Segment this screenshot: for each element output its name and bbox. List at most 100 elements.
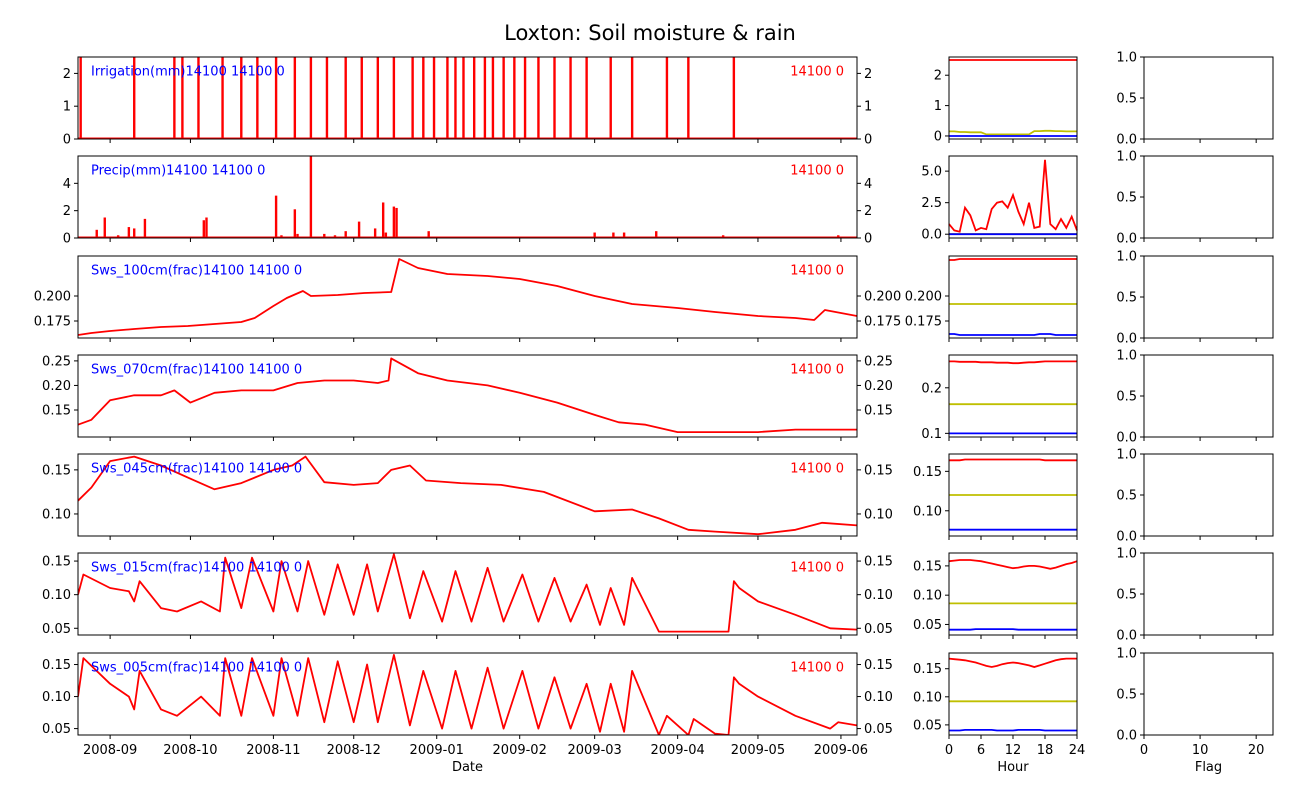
flag-panel: 0.0 0.5 1.0: [1116, 51, 1274, 148]
x-axis-label: Date: [452, 760, 483, 775]
y-tick-label: 0.15: [42, 658, 71, 673]
y-tick-label: 2: [63, 67, 71, 82]
diurnal-min-line: [949, 628, 1077, 631]
y-tick-label: 0.05: [913, 718, 942, 733]
y-tick-label-right: 2: [864, 204, 872, 219]
y-tick-label: 0.5: [1116, 390, 1137, 405]
x-tick-label: 2008-11: [246, 743, 300, 758]
y-tick-label-right: 0.10: [864, 690, 893, 705]
y-tick-label: 0.5: [1116, 92, 1137, 107]
y-tick-label: 5.0: [921, 165, 942, 180]
panel-right-label: 14100 0: [790, 661, 844, 676]
diurnal-panel: 0.0 2.5 5.0: [921, 155, 1078, 243]
timeseries-panel: 0.10 0.10 0.15 0.15 Sws_045cm(frac)14100 141…: [42, 453, 893, 540]
y-tick-label: 0.20: [42, 379, 71, 394]
x-tick-label: 10: [1192, 743, 1209, 758]
timeseries-panel: 2008-09 2008-10 2008-11 2008-12 2009-01 2009-…: [42, 652, 893, 758]
series-group: [78, 258, 857, 336]
y-tick-label-right: 0.15: [864, 463, 893, 478]
data-line: [78, 455, 857, 536]
y-tick-label-right: 0: [864, 232, 872, 247]
series-group: [78, 455, 857, 536]
y-tick-label: 1.0: [1116, 349, 1137, 364]
diurnal-min-line: [949, 729, 1077, 732]
y-tick-label: 0.15: [42, 463, 71, 478]
y-tick-label-right: 0.15: [864, 658, 893, 673]
diurnal-panel: 0.175 0.200: [905, 255, 1078, 342]
y-tick-label: 0.05: [42, 722, 71, 737]
y-tick-label-right: 4: [864, 177, 872, 192]
figure-title: Loxton: Soil moisture & rain: [504, 21, 796, 45]
axes-frame: [77, 155, 858, 239]
panel-label: Sws_015cm(frac)14100 14100 0: [91, 561, 302, 576]
flag-panel: 0.0 0.5 1.0: [1116, 547, 1274, 644]
data-line: [78, 258, 857, 336]
y-tick-label: 0.10: [913, 690, 942, 705]
axes-frame: [77, 255, 858, 339]
timeseries-panel: 0.175 0.175 0.200 0.200 Sws_100cm(frac)14100…: [34, 255, 901, 342]
axes-frame: [1143, 552, 1274, 636]
axes-frame: [77, 56, 858, 140]
y-tick-label: 1.0: [1116, 547, 1137, 562]
axes-frame: [77, 453, 858, 537]
axes-frame: [1143, 453, 1274, 537]
axes-frame: [1143, 255, 1274, 339]
y-tick-label: 0.15: [913, 662, 942, 677]
flag-panel: 0.0 0.5 1.0: [1116, 349, 1274, 446]
diurnal-max-line: [949, 258, 1077, 261]
x-tick-label: 2009-04: [650, 743, 704, 758]
y-tick-label: 0.0: [1116, 530, 1137, 545]
data-line: [78, 553, 857, 633]
axes-frame: [1143, 155, 1274, 239]
panel-label: Sws_100cm(frac)14100 14100 0: [91, 264, 302, 279]
y-tick-label: 0.10: [42, 690, 71, 705]
diurnal-max-line: [949, 360, 1077, 365]
axes-frame: [948, 56, 1078, 140]
data-line: [78, 357, 857, 434]
y-tick-label: 0.15: [42, 403, 71, 418]
x-tick-label: 24: [1069, 743, 1086, 758]
diurnal-panel: 0.10 0.15: [913, 453, 1078, 540]
x-tick-label: 6: [977, 743, 985, 758]
diurnal-mean-line: [949, 129, 1077, 136]
axes-frame: [1143, 652, 1274, 736]
y-tick-label: 0: [934, 129, 942, 144]
y-tick-label: 0.5: [1116, 291, 1137, 306]
flag-panel: 0 10 20 0.0 0.5 1.0: [1116, 647, 1274, 758]
y-tick-label-right: 0.25: [864, 354, 893, 369]
y-tick-label: 1.0: [1116, 51, 1137, 66]
diurnal-max-line: [948, 657, 1077, 668]
y-tick-label: 0.5: [1116, 688, 1137, 703]
panel-right-label: 14100 0: [790, 264, 844, 279]
y-tick-label: 0: [63, 232, 71, 247]
series-group: [78, 357, 857, 434]
y-tick-label: 1.0: [1116, 448, 1137, 463]
y-tick-label: 0.0: [1116, 629, 1137, 644]
y-tick-label: 0.15: [913, 465, 942, 480]
x-tick-label: 2008-10: [163, 743, 217, 758]
x-tick-label: 2009-02: [493, 743, 547, 758]
axes-frame: [77, 652, 858, 736]
y-tick-label: 0.0: [1116, 332, 1137, 347]
x-axis-label: Flag: [1195, 760, 1222, 775]
y-tick-label: 0.5: [1116, 191, 1137, 206]
y-tick-label: 0.0: [1116, 133, 1137, 148]
panel-label: Sws_070cm(frac)14100 14100 0: [91, 363, 302, 378]
axes-frame: [1143, 56, 1274, 140]
flag-panel: 0.0 0.5 1.0: [1116, 250, 1274, 347]
y-tick-label: 0.10: [913, 589, 942, 604]
x-axis-label: Hour: [997, 760, 1029, 775]
axes-frame: [77, 354, 858, 438]
y-tick-label-right: 0.10: [864, 507, 893, 522]
x-tick-label: 0: [945, 743, 953, 758]
diurnal-panel: 0 1 2: [934, 56, 1078, 144]
y-tick-label: 0.15: [913, 559, 942, 574]
y-tick-label: 1.0: [1116, 647, 1137, 662]
diurnal-max-line: [949, 458, 1077, 462]
y-tick-label-right: 0: [864, 133, 872, 148]
y-tick-label: 1: [934, 99, 942, 114]
diurnal-panel: 0.1 0.2: [921, 354, 1078, 442]
x-tick-label: 2008-12: [327, 743, 381, 758]
x-tick-label: 0: [1140, 743, 1148, 758]
y-tick-label: 0.05: [42, 622, 71, 637]
